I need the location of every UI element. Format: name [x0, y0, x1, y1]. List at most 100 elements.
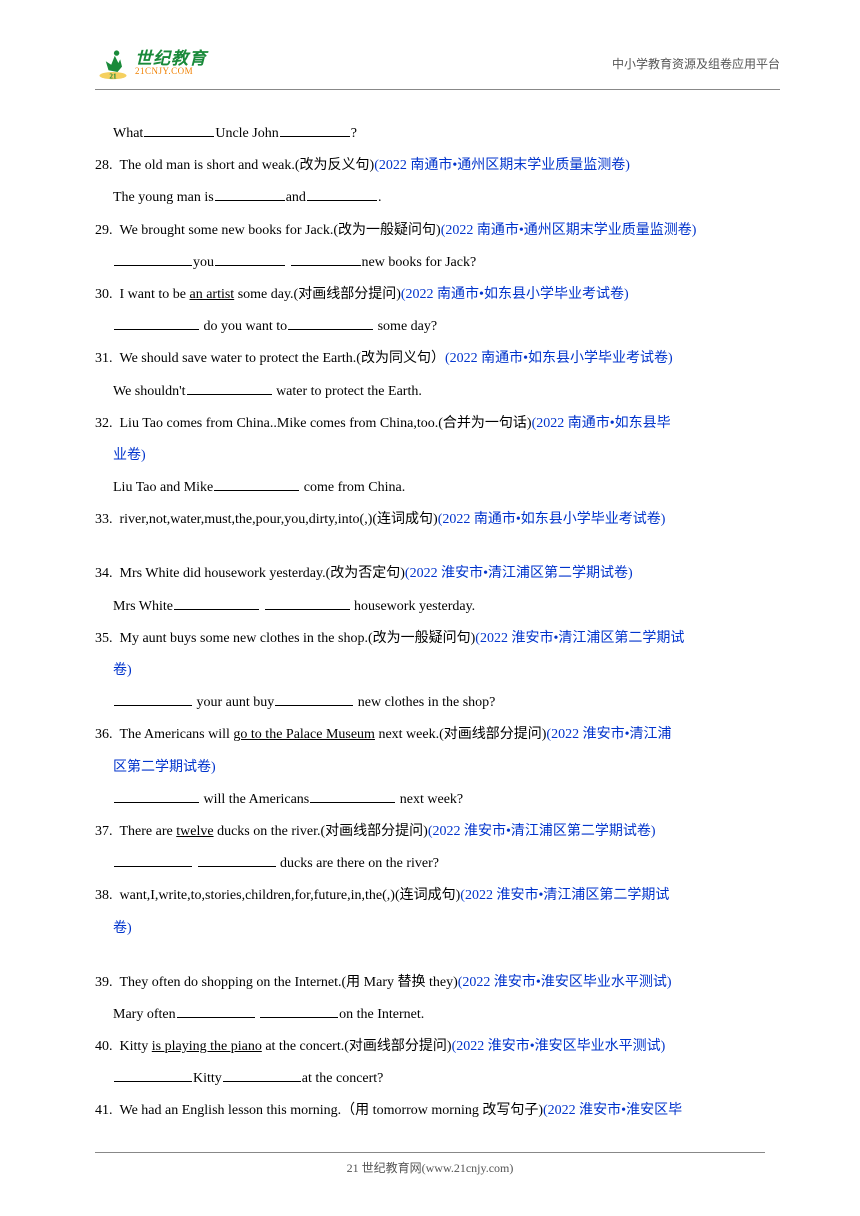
- q-number: 31.: [95, 351, 113, 366]
- q-source: 卷): [113, 921, 132, 936]
- q-source: (2022 淮安市•淮安区毕业水平测试): [458, 975, 672, 990]
- text: some day?: [374, 319, 437, 334]
- blank: [187, 379, 272, 395]
- blank: [214, 475, 299, 491]
- logo-text-cn: 世纪教育: [135, 50, 207, 67]
- q30: 30. I want to be an artist some day.(对画线…: [95, 279, 780, 311]
- q40: 40. Kitty is playing the piano at the co…: [95, 1031, 780, 1063]
- q35: 35. My aunt buys some new clothes in the…: [95, 623, 780, 655]
- q35-answer-line: your aunt buy new clothes in the shop?: [95, 687, 780, 719]
- q-text: My aunt buys some new clothes in the sho…: [120, 631, 476, 646]
- underlined-text: an artist: [189, 287, 234, 302]
- logo-icon: 21: [95, 45, 131, 81]
- header-bar: 21 世纪教育 21CNJY.COM 中小学教育资源及组卷应用平台: [95, 45, 780, 81]
- q-text: river,not,water,must,the,pour,you,dirty,…: [120, 512, 438, 527]
- q-source: 卷): [113, 663, 132, 678]
- logo-text-url: 21CNJY.COM: [135, 67, 207, 76]
- q-source: (2022 南通市•通州区期末学业质量监测卷): [374, 158, 630, 173]
- q-number: 28.: [95, 158, 113, 173]
- q-text: We brought some new books for Jack.(改为一般…: [120, 223, 441, 238]
- q-source: 区第二学期试卷): [113, 760, 216, 775]
- content-area: WhatUncle John? 28. The old man is short…: [95, 118, 780, 1128]
- text: next week?: [396, 792, 463, 807]
- spacer: [95, 945, 780, 967]
- q-text: We should save water to protect the Eart…: [120, 351, 445, 366]
- blank: [144, 121, 214, 137]
- q38-source-cont: 卷): [95, 913, 780, 945]
- text: Kitty: [193, 1071, 222, 1086]
- text: new clothes in the shop?: [354, 695, 495, 710]
- underlined-text: go to the Palace Museum: [233, 727, 375, 742]
- q38: 38. want,I,write,to,stories,children,for…: [95, 880, 780, 912]
- spacer: [95, 536, 780, 558]
- q36: 36. The Americans will go to the Palace …: [95, 719, 780, 751]
- blank: [114, 851, 192, 867]
- q-source: 业卷): [113, 448, 146, 463]
- q-text: We had an English lesson this morning.（用…: [120, 1103, 544, 1118]
- blank: [114, 787, 199, 803]
- blank: [280, 121, 350, 137]
- blank: [174, 594, 259, 610]
- q-number: 32.: [95, 416, 113, 431]
- text: at the concert.(对画线部分提问): [262, 1039, 452, 1054]
- text: There are: [120, 824, 177, 839]
- blank: [310, 787, 395, 803]
- blank: [275, 690, 353, 706]
- blank: [260, 1002, 338, 1018]
- q-source: (2022 南通市•如东县毕: [532, 416, 671, 431]
- q-number: 41.: [95, 1103, 113, 1118]
- text: We shouldn't: [113, 384, 186, 399]
- q-number: 37.: [95, 824, 113, 839]
- text: and: [286, 190, 306, 205]
- text: ducks on the river.(对画线部分提问): [214, 824, 428, 839]
- text: housework yesterday.: [351, 599, 476, 614]
- q-source: (2022 淮安市•淮安区毕: [543, 1103, 682, 1118]
- q-source: (2022 淮安市•清江浦区第二学期试: [460, 888, 669, 903]
- q-source: (2022 淮安市•淮安区毕业水平测试): [452, 1039, 666, 1054]
- blank: [114, 250, 192, 266]
- q36-answer-line: will the Americans next week?: [95, 784, 780, 816]
- q41: 41. We had an English lesson this mornin…: [95, 1095, 780, 1127]
- blank: [114, 314, 199, 330]
- text: you: [193, 255, 214, 270]
- q37-answer-line: ducks are there on the river?: [95, 848, 780, 880]
- q-source: (2022 淮安市•清江浦: [546, 727, 671, 742]
- q34-answer-line: Mrs White housework yesterday.: [95, 591, 780, 623]
- svg-text:21: 21: [109, 72, 117, 80]
- q-source: (2022 南通市•如东县小学毕业考试卷): [438, 512, 666, 527]
- underlined-text: is playing the piano: [152, 1039, 262, 1054]
- q34: 34. Mrs White did housework yesterday.(改…: [95, 558, 780, 590]
- q-text: They often do shopping on the Internet.(…: [120, 975, 458, 990]
- q36-source-cont: 区第二学期试卷): [95, 752, 780, 784]
- q31-answer-line: We shouldn't water to protect the Earth.: [95, 376, 780, 408]
- q29: 29. We brought some new books for Jack.(…: [95, 215, 780, 247]
- blank: [114, 690, 192, 706]
- footer-text: 21 世纪教育网(www.21cnjy.com): [347, 1161, 514, 1175]
- blank: [215, 250, 285, 266]
- blank: [223, 1066, 301, 1082]
- blank: [215, 185, 285, 201]
- q32: 32. Liu Tao comes from China..Mike comes…: [95, 408, 780, 440]
- q39: 39. They often do shopping on the Intern…: [95, 967, 780, 999]
- q-text: Liu Tao comes from China..Mike comes fro…: [120, 416, 532, 431]
- q-number: 38.: [95, 888, 113, 903]
- text: Mrs White: [113, 599, 173, 614]
- text: your aunt buy: [193, 695, 274, 710]
- q-number: 30.: [95, 287, 113, 302]
- q-source: (2022 南通市•通州区期末学业质量监测卷): [441, 223, 697, 238]
- blank: [288, 314, 373, 330]
- q-number: 29.: [95, 223, 113, 238]
- blank: [198, 851, 276, 867]
- q-number: 39.: [95, 975, 113, 990]
- text: ?: [351, 126, 357, 141]
- header-right-text: 中小学教育资源及组卷应用平台: [612, 55, 780, 72]
- q29-answer-line: you new books for Jack?: [95, 247, 780, 279]
- q40-answer-line: Kittyat the concert?: [95, 1063, 780, 1095]
- footer: 21 世纪教育网(www.21cnjy.com): [0, 1152, 860, 1176]
- q32-answer-line: Liu Tao and Mike come from China.: [95, 472, 780, 504]
- q-source: (2022 南通市•如东县小学毕业考试卷): [445, 351, 673, 366]
- text: .: [378, 190, 382, 205]
- q28: 28. The old man is short and weak.(改为反义句…: [95, 150, 780, 182]
- text: do you want to: [200, 319, 287, 334]
- q37: 37. There are twelve ducks on the river.…: [95, 816, 780, 848]
